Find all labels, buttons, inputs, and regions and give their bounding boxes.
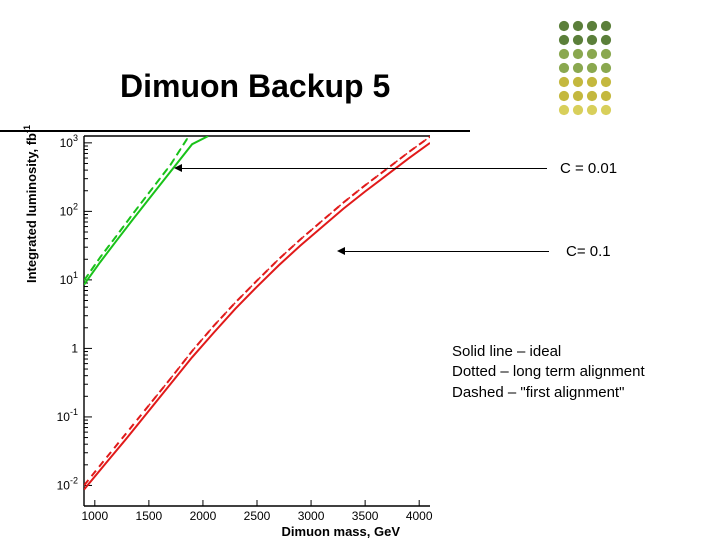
svg-text:3000: 3000	[298, 509, 325, 523]
svg-text:102: 102	[60, 201, 78, 218]
legend-line-2: Dotted – long term alignment	[452, 362, 645, 382]
svg-text:Dimuon mass, GeV: Dimuon mass, GeV	[282, 524, 401, 539]
svg-text:4000: 4000	[406, 509, 433, 523]
legend-box: Solid line – ideal Dotted – long term al…	[452, 342, 645, 403]
svg-text:10-1: 10-1	[57, 407, 78, 424]
svg-text:10-2: 10-2	[57, 475, 78, 492]
arrow-c01-head	[337, 247, 345, 255]
slide: Dimuon Backup 5 100015002000250030003500…	[0, 0, 720, 540]
svg-text:3500: 3500	[352, 509, 379, 523]
logo-dot-grid	[558, 20, 624, 128]
arrow-c01-line	[345, 251, 549, 252]
arrow-c001-head	[174, 164, 182, 172]
legend-line-3: Dashed – "first alignment"	[452, 383, 645, 403]
svg-text:2000: 2000	[190, 509, 217, 523]
svg-text:103: 103	[60, 133, 78, 150]
svg-text:101: 101	[60, 270, 78, 287]
svg-text:1: 1	[71, 341, 78, 355]
svg-text:1000: 1000	[81, 509, 108, 523]
label-c01: C= 0.1	[566, 243, 611, 260]
arrow-c001-line	[182, 168, 547, 169]
svg-text:1500: 1500	[136, 509, 163, 523]
legend-line-1: Solid line – ideal	[452, 342, 645, 362]
svg-text:Integrated luminosity, fb-1: Integrated luminosity, fb-1	[22, 125, 39, 283]
svg-text:2500: 2500	[244, 509, 271, 523]
luminosity-chart: 1000 1500 2000 2500 3000 3500 4000 10-2 10-1 1 101…	[0, 0, 450, 546]
label-c001: C = 0.01	[560, 160, 617, 177]
